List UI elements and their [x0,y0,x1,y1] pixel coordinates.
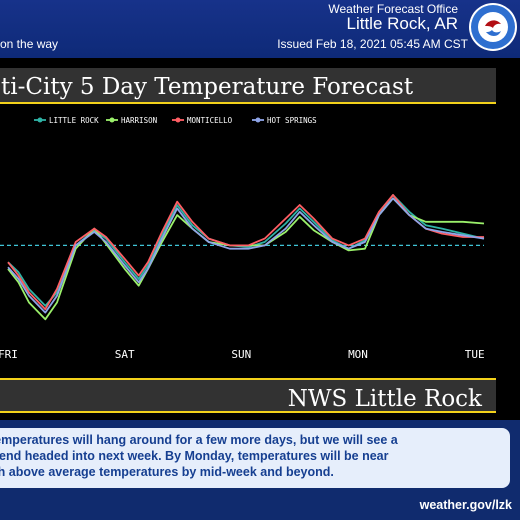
series-line-little-rock [7,194,485,307]
x-tick-label-sat: SAT [115,348,135,361]
summary-line-3: ith above average temperatures by mid-we… [0,465,334,479]
website-link[interactable]: weather.gov/lzk [419,498,512,512]
caption-band [0,378,496,412]
legend-marker-monticello [175,117,181,123]
title-band [0,68,496,102]
series-group [7,194,485,321]
office-city: Little Rock, AR [346,14,459,33]
summary-line-1: temperatures will hang around for a few … [0,433,398,447]
series-line-monticello [7,194,484,311]
issued-timestamp: Issued Feb 18, 2021 05:45 AM CST [277,37,468,51]
x-tick-label-tue: TUE [465,348,485,361]
x-tick-label-mon: MON [348,348,368,361]
forecast-summary: temperatures will hang around for a few … [0,428,510,488]
series-line-hot-springs [7,197,485,314]
office-name: Weather Forecast Office [328,2,458,16]
temperature-chart: ti-City 5 Day Temperature Forecast LITTL… [0,68,496,413]
legend-marker-little-rock [37,117,43,123]
legend-marker-hot-springs [255,117,261,123]
legend-label-monticello: MONTICELLO [187,116,233,125]
legend-label-little-rock: LITTLE ROCK [49,116,99,125]
chart-legend: LITTLE ROCK HARRISON MONTICELLO HOT SPRINGS [34,116,317,125]
legend-label-hot-springs: HOT SPRINGS [267,116,317,125]
legend-label-harrison: HARRISON [121,116,157,125]
legend-marker-harrison [109,117,115,123]
x-tick-label-sun: SUN [231,348,251,361]
chart-panel: ti-City 5 Day Temperature Forecast LITTL… [0,58,520,420]
nws-logo-icon [469,3,517,51]
header-bar: on the way Weather Forecast Office Littl… [0,0,520,58]
summary-line-2: trend headed into next week. By Monday, … [0,449,389,463]
x-axis-ticks: FRI SAT SUN MON TUE [0,348,485,361]
chart-caption: NWS Little Rock [288,386,483,412]
headline-fragment: on the way [0,37,59,51]
chart-title: ti-City 5 Day Temperature Forecast [1,74,414,100]
x-tick-label-fri: FRI [0,348,18,361]
series-line-harrison [7,197,485,321]
